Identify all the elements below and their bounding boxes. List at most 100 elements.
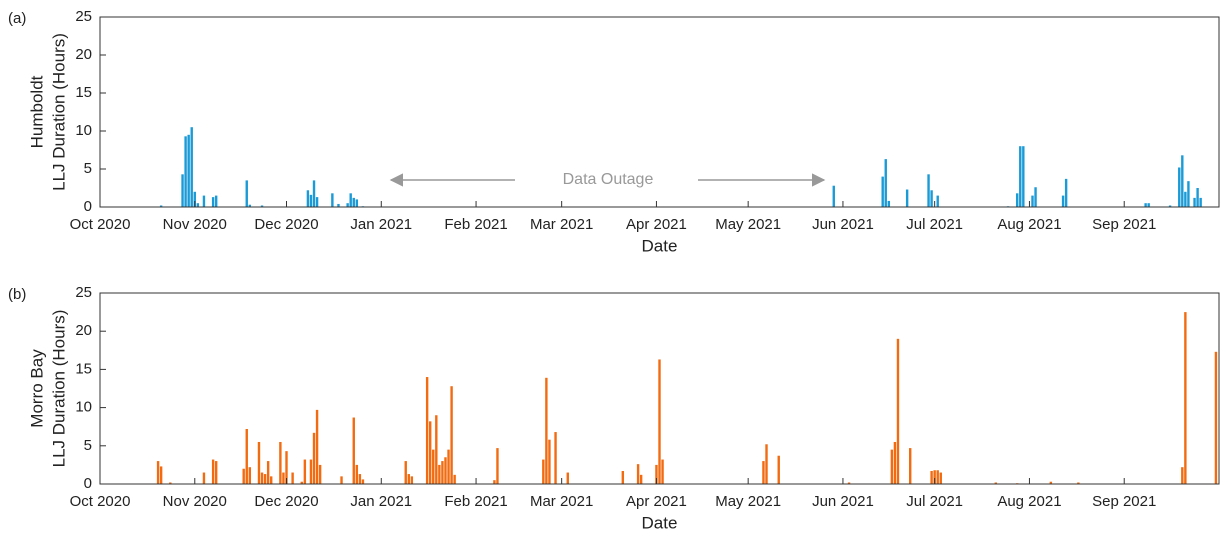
x-tick-label: Oct 2020 xyxy=(70,216,131,233)
bar xyxy=(337,203,340,207)
bar xyxy=(777,455,780,484)
panel-label: (b) xyxy=(8,286,26,303)
bar xyxy=(214,195,218,207)
annotation: Data Outage xyxy=(563,171,654,188)
bar xyxy=(905,189,909,207)
bar xyxy=(257,441,261,484)
x-tick-label: Sep 2021 xyxy=(1092,216,1156,233)
bar xyxy=(939,472,942,484)
bar xyxy=(358,474,362,484)
bar xyxy=(312,180,316,207)
bar xyxy=(832,185,835,207)
x-axis-label: Date xyxy=(642,236,678,255)
bar xyxy=(312,432,316,484)
bar xyxy=(410,476,414,484)
bar xyxy=(435,415,438,484)
y-tick-label: 15 xyxy=(75,360,92,377)
bar xyxy=(285,451,288,484)
bar xyxy=(331,193,334,207)
bar xyxy=(444,457,447,484)
x-tick-label: Dec 2020 xyxy=(254,493,318,510)
bar xyxy=(187,134,190,207)
x-tick-label: Jul 2021 xyxy=(906,216,963,233)
y-axis-label: LLJ Duration (Hours) xyxy=(49,310,68,468)
x-tick-label: Apr 2021 xyxy=(626,493,687,510)
x-tick-label: Feb 2021 xyxy=(444,216,507,233)
y-axis-label: Humboldt xyxy=(27,75,46,148)
bar xyxy=(306,190,310,207)
bar xyxy=(361,479,365,484)
x-tick-label: Aug 2021 xyxy=(997,493,1061,510)
bar xyxy=(159,205,163,207)
bar xyxy=(248,467,252,484)
bar xyxy=(428,421,432,484)
bar xyxy=(896,338,900,484)
bar xyxy=(936,195,939,207)
bar xyxy=(309,194,313,207)
bar xyxy=(639,474,643,484)
bar xyxy=(994,482,998,484)
bar xyxy=(1061,195,1065,207)
y-tick-label: 15 xyxy=(75,84,92,101)
bar xyxy=(636,464,640,484)
y-tick-label: 25 xyxy=(75,8,92,25)
bar xyxy=(425,377,429,484)
bar xyxy=(211,459,215,484)
bar xyxy=(245,180,248,207)
bar xyxy=(1196,188,1199,207)
bar xyxy=(658,359,661,484)
bar xyxy=(352,417,355,484)
bar xyxy=(1181,467,1184,484)
bar xyxy=(847,482,851,484)
bar xyxy=(300,481,303,484)
bar xyxy=(1178,167,1181,207)
bar xyxy=(291,472,294,484)
bar xyxy=(202,195,206,207)
bar xyxy=(621,471,625,484)
bar xyxy=(548,439,551,484)
bar xyxy=(930,471,933,484)
bar xyxy=(407,474,410,484)
bar xyxy=(202,472,206,484)
y-tick-label: 10 xyxy=(75,122,92,139)
y-tick-label: 10 xyxy=(75,399,92,416)
bar xyxy=(545,377,548,484)
bar xyxy=(340,476,343,484)
bar xyxy=(190,127,193,207)
bar xyxy=(260,205,264,207)
x-tick-label: Nov 2020 xyxy=(163,216,227,233)
bar xyxy=(315,409,319,484)
bar xyxy=(242,468,245,484)
bar xyxy=(309,459,313,484)
bar xyxy=(933,470,936,484)
bar xyxy=(248,204,252,207)
bar xyxy=(346,203,349,207)
bar xyxy=(279,441,282,484)
bar xyxy=(211,197,215,207)
bar xyxy=(432,449,435,484)
y-tick-label: 20 xyxy=(75,46,92,63)
bar xyxy=(156,461,160,484)
bar xyxy=(1184,191,1187,207)
bar xyxy=(196,203,200,207)
bar xyxy=(554,432,557,484)
bar xyxy=(1184,312,1187,484)
bar xyxy=(1016,193,1019,207)
x-tick-label: Mar 2021 xyxy=(530,493,593,510)
bar xyxy=(447,449,450,484)
x-tick-label: Jul 2021 xyxy=(906,493,963,510)
x-tick-label: Apr 2021 xyxy=(626,216,687,233)
bar xyxy=(661,459,664,484)
bar xyxy=(352,197,355,207)
bar xyxy=(496,448,499,484)
bar xyxy=(245,428,248,484)
bar xyxy=(1168,205,1172,207)
bar xyxy=(884,159,887,207)
bar xyxy=(214,461,218,484)
bar xyxy=(936,470,939,484)
bar xyxy=(1064,178,1068,207)
bar xyxy=(1019,146,1022,207)
x-tick-label: May 2021 xyxy=(715,216,781,233)
x-tick-label: Sep 2021 xyxy=(1092,493,1156,510)
bar xyxy=(881,176,884,207)
